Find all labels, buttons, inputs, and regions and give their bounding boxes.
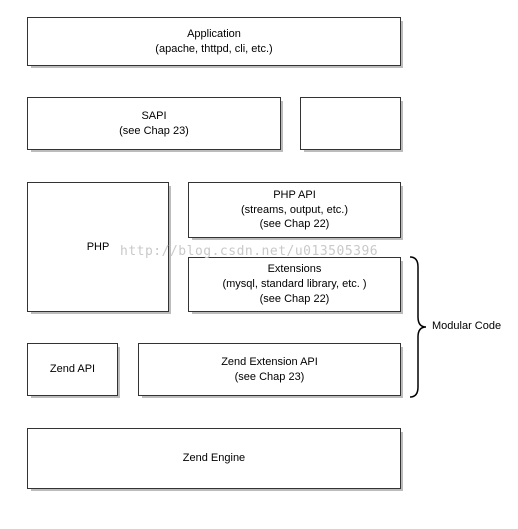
- modular-code-brace: [408, 257, 428, 402]
- box-zend-engine: Zend Engine: [27, 428, 401, 489]
- box-php-api: PHP API (streams, output, etc.) (see Cha…: [188, 182, 401, 238]
- box-zend-api-title: Zend API: [50, 362, 95, 377]
- brace-icon: [408, 257, 428, 397]
- box-zend-ext-api-title: Zend Extension API: [221, 355, 318, 370]
- diagram-canvas: Application (apache, thttpd, cli, etc.) …: [0, 0, 518, 529]
- box-sapi-subtitle: (see Chap 23): [119, 124, 189, 139]
- box-application: Application (apache, thttpd, cli, etc.): [27, 17, 401, 66]
- box-php-api-subtitle2: (see Chap 22): [260, 217, 330, 232]
- box-extensions-subtitle2: (see Chap 22): [260, 292, 330, 307]
- box-zend-engine-title: Zend Engine: [183, 451, 245, 466]
- box-sapi: SAPI (see Chap 23): [27, 97, 281, 150]
- box-blank: [300, 97, 401, 150]
- box-php-api-title: PHP API: [273, 188, 316, 203]
- box-application-subtitle: (apache, thttpd, cli, etc.): [155, 42, 272, 57]
- box-application-title: Application: [187, 27, 241, 42]
- box-zend-api: Zend API: [27, 343, 118, 396]
- box-php-title: PHP: [87, 240, 110, 255]
- box-zend-ext-api-subtitle: (see Chap 23): [235, 370, 305, 385]
- box-php: PHP: [27, 182, 169, 312]
- box-extensions-subtitle: (mysql, standard library, etc. ): [222, 277, 366, 292]
- box-extensions: Extensions (mysql, standard library, etc…: [188, 257, 401, 312]
- box-zend-ext-api: Zend Extension API (see Chap 23): [138, 343, 401, 396]
- box-php-api-subtitle: (streams, output, etc.): [241, 203, 348, 218]
- box-sapi-title: SAPI: [141, 109, 166, 124]
- modular-code-label: Modular Code: [432, 320, 501, 332]
- box-extensions-title: Extensions: [268, 262, 322, 277]
